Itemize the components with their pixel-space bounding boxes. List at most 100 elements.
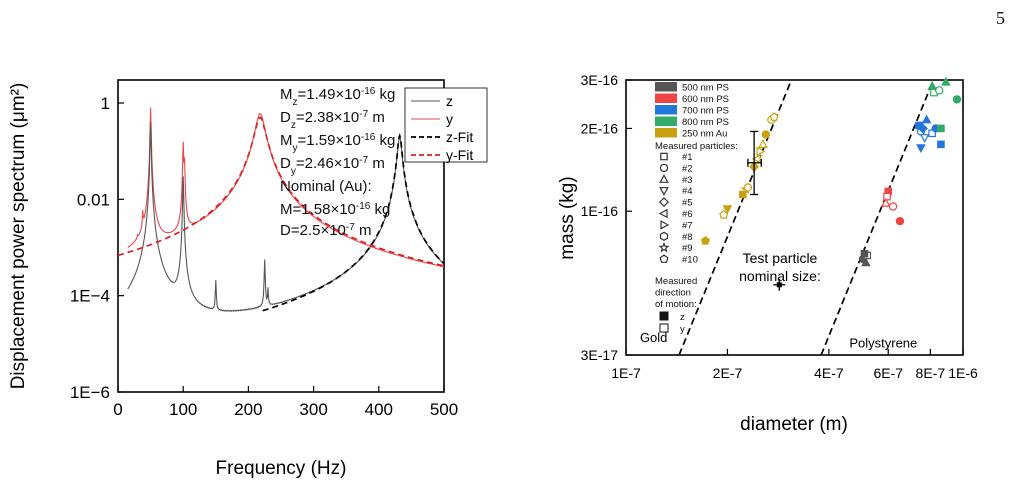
data-point-triangle-up bbox=[880, 197, 891, 207]
mass-x-tick-label: 8E-7 bbox=[916, 365, 946, 381]
material-label: 600 nm PS bbox=[682, 94, 729, 105]
particle-marker-triangle-down bbox=[659, 187, 669, 196]
spectrum-x-tick-label: 200 bbox=[234, 400, 262, 419]
particle-marker-star bbox=[658, 241, 670, 253]
mass-plot-frame bbox=[625, 79, 964, 356]
data-point-triangle-right bbox=[756, 146, 766, 157]
data-point-pentagon bbox=[769, 112, 779, 121]
nominal-size-label: nominal size: bbox=[739, 268, 821, 284]
reference-line-label: Gold bbox=[640, 330, 667, 345]
particle-marker-circle bbox=[659, 163, 669, 173]
data-point-circle bbox=[895, 216, 905, 226]
nominal-annotation: M=1.58×10-16 kg bbox=[280, 201, 390, 219]
spectrum-y-tick-label: 1E−4 bbox=[70, 287, 110, 306]
data-point-square bbox=[860, 250, 869, 258]
nominal-title: Nominal (Au): bbox=[280, 178, 372, 195]
material-swatch bbox=[655, 82, 677, 92]
data-point-circle bbox=[935, 86, 944, 95]
direction-label: y bbox=[680, 324, 685, 335]
direction-marker bbox=[659, 323, 669, 333]
mass-diameter-chart: Gold Polystyrene 1E-7 2E-7 4E-7 6E-7 8E-7 1E-6… bbox=[557, 72, 978, 435]
particle-label: #5 bbox=[682, 198, 693, 209]
data-point-square bbox=[883, 192, 891, 201]
spectrum-x-tick-label: 400 bbox=[365, 400, 393, 419]
particle-marker-pentagon bbox=[659, 254, 669, 263]
mass-y-tick-label: 2E-16 bbox=[581, 120, 619, 136]
mass-y-tick-label: 3E-16 bbox=[581, 72, 619, 88]
legend-label-z-Fit: z-Fit bbox=[446, 129, 473, 145]
legend-label-y-Fit: y-Fit bbox=[446, 147, 473, 163]
data-point-square bbox=[738, 190, 747, 199]
particle-marker-triangle-left bbox=[658, 208, 668, 219]
mass-ticks: 1E-7 2E-7 4E-7 6E-7 8E-7 1E-6 3E-17 1E-16 2E-16 3… bbox=[581, 72, 978, 381]
z-fit-line bbox=[262, 132, 445, 312]
data-point-triangle-down bbox=[722, 205, 733, 215]
particle-label: #3 bbox=[682, 175, 693, 186]
material-swatch bbox=[655, 93, 677, 103]
material-swatch bbox=[655, 128, 677, 138]
data-point-square bbox=[937, 124, 945, 133]
legend-label-y: y bbox=[446, 111, 453, 127]
particle-marker-square bbox=[660, 152, 668, 161]
mass-data-points: Test particle nominal size: bbox=[700, 76, 962, 291]
mass-y-tick-label: 1E-16 bbox=[581, 203, 619, 219]
spectrum-x-axis-label: Frequency (Hz) bbox=[216, 458, 347, 479]
material-swatch bbox=[655, 116, 677, 126]
particle-label: #8 bbox=[682, 232, 693, 243]
particle-marker-diamond bbox=[658, 197, 670, 208]
material-label: 700 nm PS bbox=[682, 106, 729, 117]
data-point-triangle-up bbox=[861, 257, 871, 267]
data-point-triangle-down bbox=[919, 134, 930, 143]
data-point-square bbox=[937, 140, 945, 149]
y-series-line bbox=[127, 107, 444, 268]
spectrum-legend-box bbox=[404, 87, 488, 163]
data-point-triangle-up bbox=[941, 76, 951, 86]
material-label: 500 nm PS bbox=[682, 83, 729, 94]
data-point-circle bbox=[952, 95, 962, 104]
spectrum-y-tick-label: 0.01 bbox=[77, 190, 110, 209]
legend-label-z: z bbox=[446, 93, 453, 109]
data-point-circle bbox=[743, 183, 753, 192]
data-point-circle bbox=[888, 202, 898, 211]
reference-line-label: Polystyrene bbox=[849, 335, 917, 350]
direction-title: of motion: bbox=[655, 299, 697, 310]
spectrum-x-tick-label: 300 bbox=[299, 400, 327, 419]
data-point-triangle-down bbox=[916, 144, 926, 154]
direction-label: z bbox=[680, 312, 685, 323]
mass-x-axis-label: diameter (m) bbox=[740, 414, 848, 435]
particle-label: #6 bbox=[682, 209, 693, 220]
material-label: 800 nm PS bbox=[682, 117, 729, 128]
spectrum-y-tick-label: 1E−6 bbox=[70, 383, 110, 402]
spectrum-y-tick-label: 1 bbox=[101, 94, 110, 113]
material-swatch bbox=[655, 105, 677, 115]
mass-x-tick-label: 4E-7 bbox=[814, 365, 844, 381]
mass-x-tick-label: 2E-7 bbox=[713, 365, 743, 381]
data-point-pentagon bbox=[719, 210, 729, 219]
spectrum-legend: zy z-Fit y-Fit bbox=[404, 87, 488, 163]
spectrum-x-tick-label: 0 bbox=[113, 400, 122, 419]
particle-label: #2 bbox=[682, 163, 693, 174]
particle-label: #4 bbox=[682, 186, 693, 197]
particles-title: Measured particles: bbox=[655, 141, 738, 152]
data-point-triangle-up bbox=[758, 139, 768, 148]
particle-marker-hexagon bbox=[659, 231, 669, 241]
fit-annotation: Dz=2.38×10-7 m bbox=[280, 109, 385, 131]
spectrum-chart: 0 100 200 300 400 500 1E−6 1E−4 0.01 1 Frequency … bbox=[8, 79, 488, 479]
particle-marker-triangle-up bbox=[659, 174, 669, 183]
fit-annotation: Dy=2.46×10-7 m bbox=[280, 155, 385, 177]
spectrum-x-tick-label: 100 bbox=[169, 400, 197, 419]
fit-annotation: My=1.59×10-16 kg bbox=[280, 132, 395, 154]
fit-annotation: Mz=1.49×10-16 kg bbox=[280, 86, 395, 108]
density-reference-lines: Gold Polystyrene bbox=[640, 79, 935, 356]
particle-label: #9 bbox=[682, 243, 693, 254]
reference-line-polystyrene bbox=[820, 79, 935, 356]
data-point-diamond bbox=[917, 123, 928, 134]
direction-title: Measured bbox=[655, 276, 697, 287]
y-fit-line bbox=[117, 116, 445, 267]
data-point-triangle-left bbox=[751, 154, 761, 164]
mass-x-tick-label: 1E-6 bbox=[948, 365, 978, 381]
nominal-point bbox=[776, 282, 782, 288]
page-number: 5 bbox=[996, 8, 1005, 28]
data-point-pentagon bbox=[700, 236, 710, 245]
